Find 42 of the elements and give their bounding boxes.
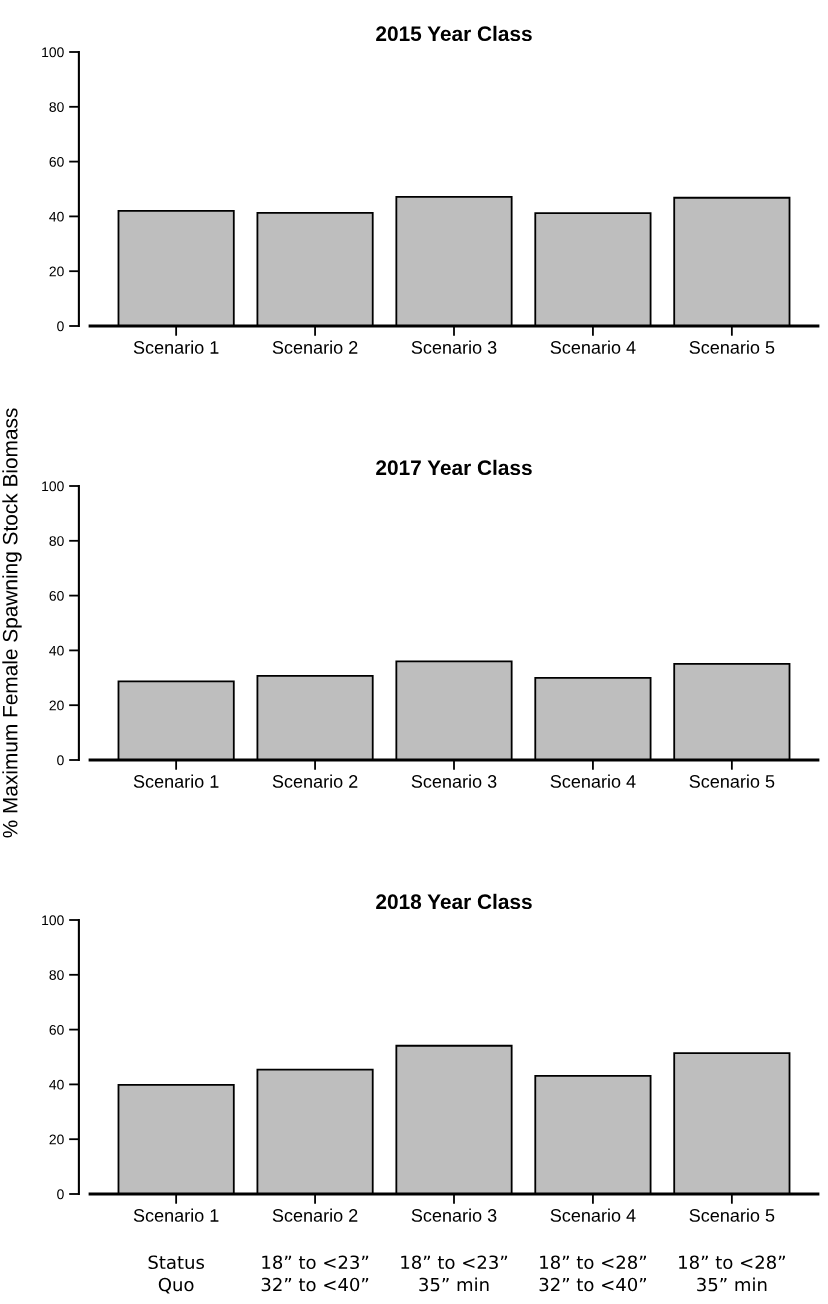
y-tick-label: 60: [49, 156, 64, 167]
text: 18” to <28” 32” to <40”: [539, 1255, 646, 1292]
chart-title: 2018 Year Class: [376, 893, 532, 910]
y-tick-label: 20: [49, 266, 64, 277]
chart-title: 2015 Year Class: [376, 25, 532, 42]
x-tick-label: Scenario 3: [411, 1208, 497, 1222]
y-tick-label: 60: [49, 590, 64, 601]
x-tick-label: Scenario 4: [550, 340, 636, 354]
y-tick-label: 40: [49, 1079, 64, 1090]
x-tick-label: Scenario 2: [272, 1208, 358, 1222]
y-tick-label: 20: [49, 700, 64, 711]
text: 18” to <28” 35” min: [679, 1255, 785, 1292]
x-tick-label: Scenario 2: [272, 774, 358, 788]
y-tick-label: 0: [57, 755, 64, 766]
y-tick-label: 80: [49, 536, 64, 546]
y-tick-label: 80: [49, 102, 64, 112]
x-tick-label: Scenario 4: [550, 1208, 636, 1222]
x-tick-label: Scenario 3: [411, 340, 497, 354]
y-tick-label: 0: [57, 1189, 64, 1200]
text: 18” to <23” 32” to <40”: [261, 1255, 369, 1292]
y-tick-label: 80: [49, 970, 64, 980]
y-tick-label: 40: [49, 645, 64, 656]
y-tick-label: 40: [49, 211, 64, 222]
y-tick-label: 20: [49, 1134, 64, 1145]
x-tick-label: Scenario 1: [133, 774, 219, 788]
x-tick-label: Scenario 4: [550, 774, 636, 788]
y-axis-title: % Maximum Female Spawning Stock Biomass: [2, 408, 22, 838]
chart-title: 2017 Year Class: [376, 459, 532, 476]
y-tick-label: 100: [42, 915, 64, 926]
x-tick-label: Scenario 1: [133, 1208, 219, 1222]
x-tick-label: Scenario 5: [689, 340, 775, 354]
x-tick-label: Scenario 3: [411, 774, 497, 788]
x-tick-label: Scenario 1: [133, 340, 219, 354]
y-tick-label: 0: [57, 321, 64, 332]
y-tick-label: 100: [42, 481, 64, 492]
y-tick-label: 60: [49, 1024, 64, 1035]
x-tick-label: Scenario 2: [272, 340, 358, 354]
text: 18” to <23” 35” min: [401, 1255, 508, 1292]
text: Status Quo: [148, 1255, 205, 1294]
x-tick-label: Scenario 5: [689, 1208, 775, 1222]
x-tick-label: Scenario 5: [689, 774, 775, 788]
y-tick-label: 100: [42, 47, 64, 58]
